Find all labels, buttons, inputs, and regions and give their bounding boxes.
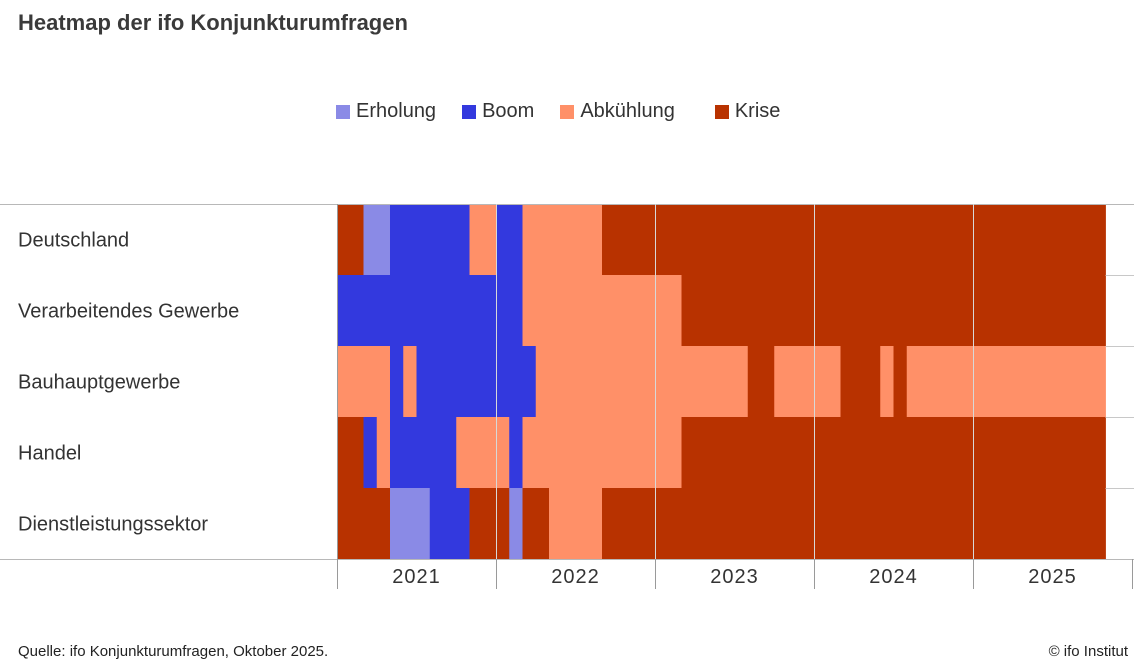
cell-dienstleistungssektor-5-erholung — [509, 488, 523, 559]
cell-handel-7-abkuehlung — [522, 417, 682, 488]
cell-dienstleistungssektor-3-boom — [429, 488, 470, 559]
legend-swatch-boom — [462, 104, 477, 119]
cell-verarbeitendes-gewerbe-1-boom — [337, 275, 523, 346]
cell-handel-1-krise — [337, 417, 364, 488]
legend-item-boom: Boom — [462, 100, 534, 123]
row-label-bauhauptgewerbe: Bauhauptgewerbe — [18, 372, 180, 394]
cell-handel-5-abkuehlung — [456, 417, 510, 488]
cell-handel-4-boom — [390, 417, 457, 488]
cell-deutschland-1-krise — [337, 204, 364, 275]
cell-dienstleistungssektor-6-krise — [522, 488, 550, 559]
row-label-handel: Handel — [18, 443, 81, 465]
cell-verarbeitendes-gewerbe-3-krise — [681, 275, 1106, 346]
x-tick-label-2023: 2023 — [710, 566, 759, 588]
cell-dienstleistungssektor-2-erholung — [390, 488, 431, 559]
copyright-note: © ifo Institut — [1048, 643, 1128, 660]
cell-bauhauptgewerbe-8-krise — [840, 346, 881, 417]
cell-bauhauptgewerbe-6-krise — [747, 346, 775, 417]
row-label-verarbeitendes-gewerbe: Verarbeitendes Gewerbe — [18, 301, 239, 323]
legend-item-abkuehlung: Abkühlung — [560, 100, 675, 123]
cell-bauhauptgewerbe-11-abkuehlung — [906, 346, 1106, 417]
cell-bauhauptgewerbe-7-abkuehlung — [774, 346, 841, 417]
legend-item-erholung: Erholung — [336, 100, 436, 123]
cell-dienstleistungssektor-1-krise — [337, 488, 391, 559]
legend-swatch-krise — [714, 104, 729, 119]
cell-verarbeitendes-gewerbe-2-abkuehlung — [522, 275, 682, 346]
cell-deutschland-3-boom — [390, 204, 470, 275]
cell-deutschland-4-abkuehlung — [469, 204, 497, 275]
chart-title: Heatmap der ifo Konjunkturumfragen — [18, 10, 408, 35]
row-label-deutschland: Deutschland — [18, 230, 129, 252]
cell-dienstleistungssektor-4-krise — [469, 488, 510, 559]
cell-dienstleistungssektor-7-abkuehlung — [549, 488, 603, 559]
row-label-dienstleistungssektor: Dienstleistungssektor — [18, 514, 208, 536]
cell-handel-8-krise — [681, 417, 1106, 488]
legend-label-abkuehlung: Abkühlung — [580, 100, 675, 122]
cell-handel-3-abkuehlung — [376, 417, 391, 488]
x-tick-label-2025: 2025 — [1028, 566, 1077, 588]
cell-bauhauptgewerbe-9-abkuehlung — [880, 346, 894, 417]
legend-swatch-abkuehlung — [560, 104, 575, 119]
cell-bauhauptgewerbe-10-krise — [893, 346, 908, 417]
cell-bauhauptgewerbe-5-abkuehlung — [535, 346, 749, 417]
legend-swatch-erholung — [336, 104, 350, 119]
cell-deutschland-2-erholung — [363, 204, 391, 275]
cell-bauhauptgewerbe-4-boom — [416, 346, 537, 417]
cell-bauhauptgewerbe-2-boom — [390, 346, 404, 417]
legend-item-krise: Krise — [714, 100, 781, 123]
cell-dienstleistungssektor-8-krise — [602, 488, 1106, 559]
cell-handel-2-boom — [363, 417, 378, 488]
x-tick-label-2024: 2024 — [869, 566, 918, 588]
cell-deutschland-6-abkuehlung — [522, 204, 603, 275]
legend-label-erholung: Erholung — [356, 100, 437, 122]
x-tick-label-2022: 2022 — [551, 566, 600, 588]
cell-deutschland-7-krise — [602, 204, 1106, 275]
x-tick-label-2021: 2021 — [392, 566, 441, 588]
cell-deutschland-5-boom — [496, 204, 523, 275]
cell-bauhauptgewerbe-3-abkuehlung — [403, 346, 417, 417]
chart-legend: Erholung Boom Abkühlung Krise — [336, 100, 806, 123]
legend-label-boom: Boom — [482, 100, 535, 122]
source-note: Quelle: ifo Konjunkturumfragen, Oktober … — [18, 643, 329, 660]
cell-bauhauptgewerbe-1-abkuehlung — [337, 346, 391, 417]
cell-handel-6-boom — [509, 417, 523, 488]
legend-label-krise: Krise — [734, 100, 781, 122]
